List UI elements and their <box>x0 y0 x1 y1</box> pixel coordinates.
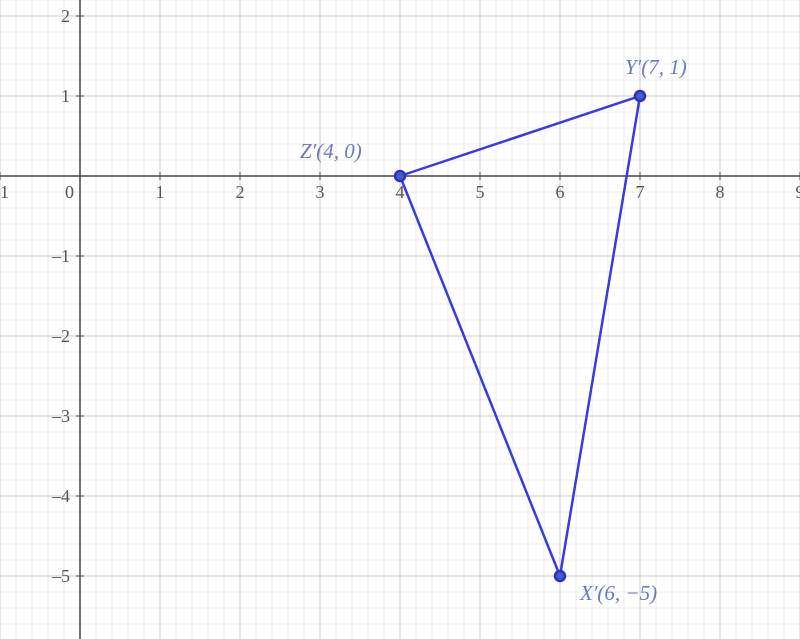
x-tick-label: 0 <box>65 182 74 202</box>
x-tick-label: 7 <box>636 182 645 202</box>
x-tick-label: 2 <box>236 182 245 202</box>
vertex-label-z: Z′(4, 0) <box>300 139 362 163</box>
vertex-y <box>635 91 645 101</box>
x-tick-label: –1 <box>0 182 9 202</box>
vertex-z <box>395 171 405 181</box>
y-tick-label: –1 <box>51 246 70 266</box>
y-tick-label: –2 <box>51 326 70 346</box>
vertex-x <box>555 571 565 581</box>
x-tick-label: 6 <box>556 182 565 202</box>
vertex-label-y: Y′(7, 1) <box>625 55 687 79</box>
x-tick-label: 8 <box>716 182 725 202</box>
y-tick-label: 1 <box>61 86 70 106</box>
y-tick-label: –3 <box>51 406 70 426</box>
coordinate-plane-chart: –10123456789–5–4–3–2–112Z′(4, 0)Y′(7, 1)… <box>0 0 800 639</box>
y-tick-label: 2 <box>61 6 70 26</box>
plot-svg: –10123456789–5–4–3–2–112Z′(4, 0)Y′(7, 1)… <box>0 0 800 639</box>
y-tick-label: –4 <box>51 486 70 506</box>
vertex-label-x: X′(6, −5) <box>579 581 657 605</box>
x-tick-label: 3 <box>316 182 325 202</box>
x-tick-label: 9 <box>796 182 800 202</box>
x-tick-label: 1 <box>156 182 165 202</box>
x-tick-label: 5 <box>476 182 485 202</box>
y-tick-label: –5 <box>51 566 70 586</box>
